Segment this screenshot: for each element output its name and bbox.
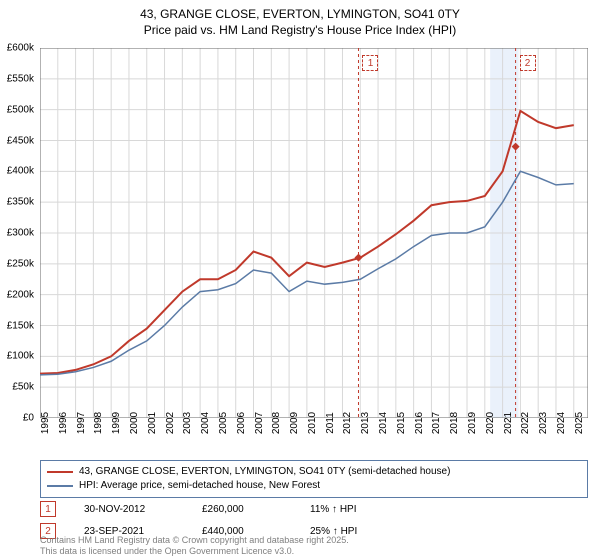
x-tick-label: 2015 <box>396 412 407 434</box>
callout-num-box: 1 <box>40 501 56 517</box>
legend-label: 43, GRANGE CLOSE, EVERTON, LYMINGTON, SO… <box>79 465 450 479</box>
chart-container: 43, GRANGE CLOSE, EVERTON, LYMINGTON, SO… <box>0 0 600 560</box>
x-tick-label: 2020 <box>485 412 496 434</box>
y-tick-label: £550k <box>0 73 34 84</box>
x-tick-label: 1999 <box>111 412 122 434</box>
title-line1: 43, GRANGE CLOSE, EVERTON, LYMINGTON, SO… <box>0 6 600 22</box>
y-tick-label: £400k <box>0 166 34 177</box>
footer-line1: Contains HM Land Registry data © Crown c… <box>40 535 349 546</box>
x-tick-label: 2021 <box>503 412 514 434</box>
callout-date: 30-NOV-2012 <box>84 504 174 515</box>
y-tick-label: £0 <box>0 413 34 424</box>
y-tick-label: £150k <box>0 320 34 331</box>
x-tick-label: 1997 <box>76 412 87 434</box>
x-tick-label: 2023 <box>538 412 549 434</box>
y-tick-label: £250k <box>0 258 34 269</box>
footer-line2: This data is licensed under the Open Gov… <box>40 546 349 557</box>
x-tick-label: 2016 <box>414 412 425 434</box>
callout-price: £260,000 <box>202 504 282 515</box>
chart-area: £0£50k£100k£150k£200k£250k£300k£350k£400… <box>40 48 588 418</box>
x-tick-label: 2012 <box>342 412 353 434</box>
x-tick-label: 2017 <box>431 412 442 434</box>
x-tick-label: 2019 <box>467 412 478 434</box>
title-line2: Price paid vs. HM Land Registry's House … <box>0 22 600 38</box>
legend-box: 43, GRANGE CLOSE, EVERTON, LYMINGTON, SO… <box>40 460 588 498</box>
x-tick-label: 2018 <box>449 412 460 434</box>
legend-item: HPI: Average price, semi-detached house,… <box>47 479 581 493</box>
x-tick-label: 2009 <box>289 412 300 434</box>
x-tick-label: 2004 <box>200 412 211 434</box>
x-tick-label: 2000 <box>129 412 140 434</box>
y-tick-label: £50k <box>0 382 34 393</box>
x-tick-label: 2002 <box>165 412 176 434</box>
y-tick-label: £350k <box>0 197 34 208</box>
x-tick-label: 2007 <box>254 412 265 434</box>
y-tick-label: £100k <box>0 351 34 362</box>
legend-swatch <box>47 485 73 487</box>
y-tick-label: £300k <box>0 228 34 239</box>
x-tick-label: 1998 <box>93 412 104 434</box>
x-tick-label: 2003 <box>182 412 193 434</box>
x-tick-label: 2010 <box>307 412 318 434</box>
legend-item: 43, GRANGE CLOSE, EVERTON, LYMINGTON, SO… <box>47 465 581 479</box>
x-tick-label: 2025 <box>574 412 585 434</box>
x-tick-label: 2008 <box>271 412 282 434</box>
x-tick-label: 2006 <box>236 412 247 434</box>
legend-label: HPI: Average price, semi-detached house,… <box>79 479 320 493</box>
y-tick-label: £450k <box>0 135 34 146</box>
x-tick-label: 2022 <box>520 412 531 434</box>
x-tick-label: 1996 <box>58 412 69 434</box>
footer-attribution: Contains HM Land Registry data © Crown c… <box>40 535 349 558</box>
y-tick-label: £200k <box>0 289 34 300</box>
y-tick-label: £500k <box>0 104 34 115</box>
y-tick-label: £600k <box>0 43 34 54</box>
chart-callout-label: 2 <box>520 55 536 71</box>
x-tick-label: 2014 <box>378 412 389 434</box>
legend-swatch <box>47 471 73 473</box>
x-tick-label: 1995 <box>40 412 51 434</box>
x-tick-label: 2011 <box>325 412 336 434</box>
x-tick-label: 2013 <box>360 412 371 434</box>
callout-delta: 11% ↑ HPI <box>310 504 357 515</box>
x-tick-label: 2005 <box>218 412 229 434</box>
x-tick-label: 2024 <box>556 412 567 434</box>
chart-callout-label: 1 <box>362 55 378 71</box>
chart-svg <box>40 48 588 418</box>
x-tick-label: 2001 <box>147 412 158 434</box>
chart-title: 43, GRANGE CLOSE, EVERTON, LYMINGTON, SO… <box>0 0 600 38</box>
callout-row: 1 30-NOV-2012 £260,000 11% ↑ HPI <box>40 498 588 520</box>
